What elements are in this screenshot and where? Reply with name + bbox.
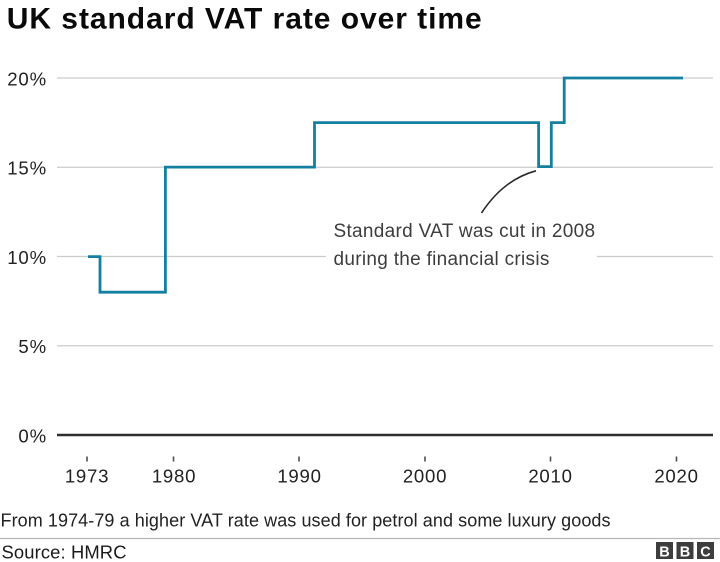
svg-text:2000: 2000: [403, 466, 447, 487]
svg-text:5%: 5%: [18, 336, 47, 357]
svg-text:2010: 2010: [528, 466, 572, 487]
svg-text:Source: HMRC: Source: HMRC: [2, 542, 127, 562]
svg-text:B: B: [659, 545, 669, 561]
svg-text:20%: 20%: [7, 69, 47, 90]
svg-text:0%: 0%: [18, 425, 47, 446]
svg-text:15%: 15%: [7, 158, 47, 179]
svg-text:2020: 2020: [654, 466, 698, 487]
svg-text:during the financial crisis: during the financial crisis: [334, 249, 550, 270]
svg-text:1990: 1990: [277, 466, 321, 487]
svg-text:1980: 1980: [152, 466, 196, 487]
svg-text:Standard VAT was cut in 2008: Standard VAT was cut in 2008: [334, 221, 596, 242]
svg-text:B: B: [680, 545, 690, 561]
svg-text:From 1974-79 a higher VAT rate: From 1974-79 a higher VAT rate was used …: [1, 510, 611, 530]
svg-text:1973: 1973: [65, 466, 109, 487]
svg-text:10%: 10%: [7, 247, 47, 268]
svg-text:UK standard VAT rate over time: UK standard VAT rate over time: [7, 3, 483, 36]
svg-text:C: C: [700, 545, 711, 561]
